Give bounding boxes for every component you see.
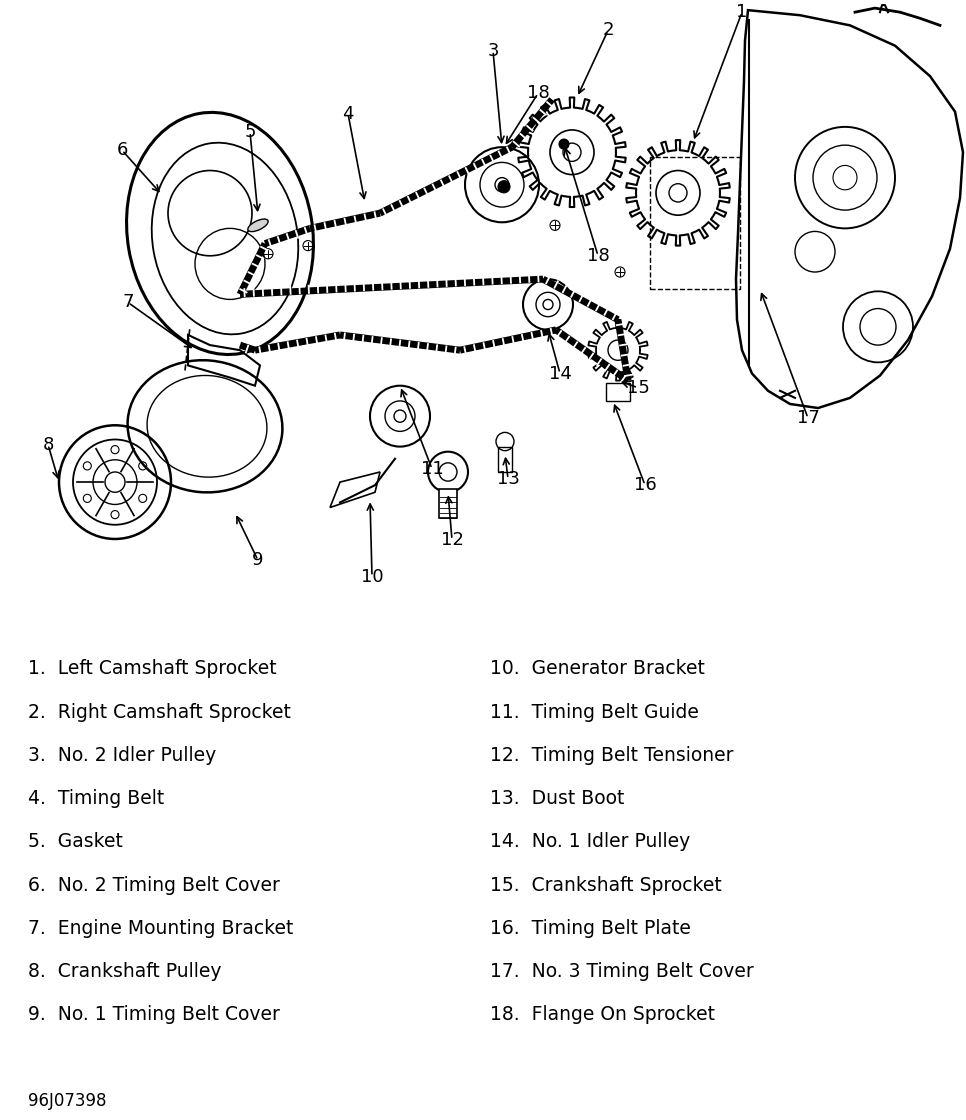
- Text: 2: 2: [602, 21, 613, 39]
- Text: 14: 14: [549, 364, 572, 383]
- Text: 5.  Gasket: 5. Gasket: [28, 832, 123, 851]
- Text: 17.  No. 3 Timing Belt Cover: 17. No. 3 Timing Belt Cover: [490, 962, 753, 981]
- Text: 8: 8: [43, 436, 54, 454]
- Text: 3: 3: [487, 41, 498, 59]
- Text: 9.  No. 1 Timing Belt Cover: 9. No. 1 Timing Belt Cover: [28, 1006, 280, 1025]
- Text: 9: 9: [252, 551, 264, 569]
- Text: 96J07398: 96J07398: [28, 1092, 106, 1110]
- Circle shape: [559, 139, 569, 149]
- Ellipse shape: [248, 220, 269, 232]
- Text: 7: 7: [123, 293, 133, 311]
- Text: 13.  Dust Boot: 13. Dust Boot: [490, 790, 624, 809]
- Text: 15.  Crankshaft Sprocket: 15. Crankshaft Sprocket: [490, 876, 722, 895]
- Text: 18: 18: [526, 84, 550, 102]
- Text: 13: 13: [497, 470, 520, 488]
- Text: 17: 17: [797, 409, 819, 427]
- Bar: [606, 383, 630, 401]
- Text: 18: 18: [586, 246, 610, 264]
- Text: 3.  No. 2 Idler Pulley: 3. No. 2 Idler Pulley: [28, 746, 216, 765]
- Text: 4.  Timing Belt: 4. Timing Belt: [28, 790, 164, 809]
- Circle shape: [498, 180, 510, 193]
- Text: 4: 4: [342, 104, 354, 123]
- Text: 5: 5: [244, 123, 256, 141]
- Text: 16.  Timing Belt Plate: 16. Timing Belt Plate: [490, 918, 691, 937]
- Text: 6: 6: [116, 141, 128, 159]
- Text: 16: 16: [634, 476, 656, 494]
- Text: 10.  Generator Bracket: 10. Generator Bracket: [490, 660, 705, 679]
- Bar: [439, 489, 457, 517]
- Text: 12: 12: [440, 531, 464, 549]
- Text: 8.  Crankshaft Pulley: 8. Crankshaft Pulley: [28, 962, 221, 981]
- Text: 15: 15: [627, 379, 649, 396]
- Text: 11: 11: [420, 460, 443, 478]
- Text: 1: 1: [736, 3, 748, 21]
- Text: 1.  Left Camshaft Sprocket: 1. Left Camshaft Sprocket: [28, 660, 276, 679]
- Text: 7.  Engine Mounting Bracket: 7. Engine Mounting Bracket: [28, 918, 294, 937]
- Text: 6.  No. 2 Timing Belt Cover: 6. No. 2 Timing Belt Cover: [28, 876, 280, 895]
- Text: 11.  Timing Belt Guide: 11. Timing Belt Guide: [490, 702, 698, 721]
- Text: 10: 10: [360, 568, 384, 586]
- Text: 18.  Flange On Sprocket: 18. Flange On Sprocket: [490, 1006, 715, 1025]
- Text: 12.  Timing Belt Tensioner: 12. Timing Belt Tensioner: [490, 746, 733, 765]
- Bar: [498, 447, 512, 472]
- Text: 2.  Right Camshaft Sprocket: 2. Right Camshaft Sprocket: [28, 702, 291, 721]
- Text: 14.  No. 1 Idler Pulley: 14. No. 1 Idler Pulley: [490, 832, 691, 851]
